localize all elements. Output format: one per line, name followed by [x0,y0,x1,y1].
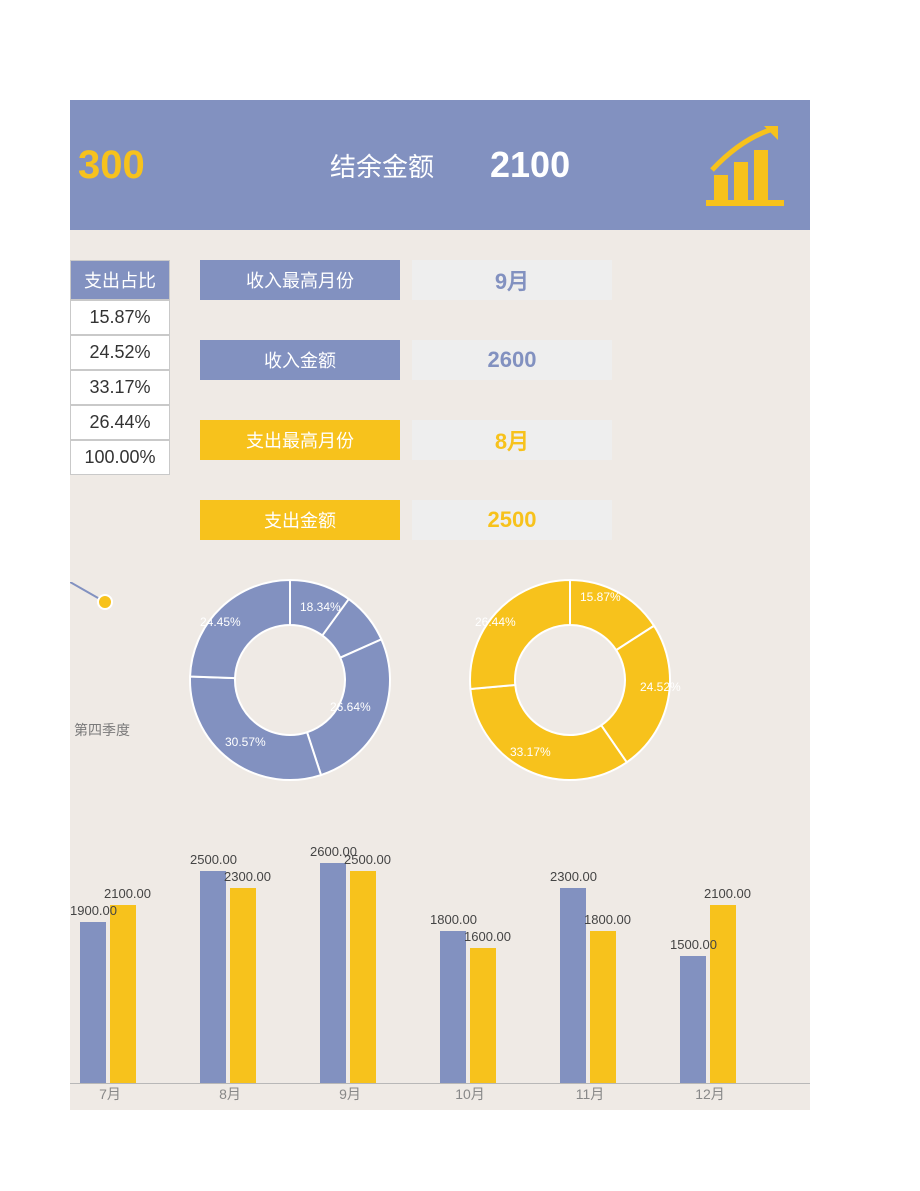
bar-series-b [230,888,256,1083]
bar-group [440,931,496,1083]
bar-series-b [110,905,136,1083]
bar-series-a [200,871,226,1083]
info-value: 9月 [412,260,612,300]
info-label: 收入金额 [200,340,400,380]
x-axis-label: 12月 [680,1084,740,1104]
table-row: 15.87% [70,300,170,335]
q4-label: 第四季度 [70,720,130,740]
donut-slice-label: 18.34% [300,600,341,614]
bar-series-a [440,931,466,1083]
table-row: 33.17% [70,370,170,405]
bar-series-b [590,931,616,1083]
bar-group [320,863,376,1083]
x-axis-label: 8月 [200,1084,260,1104]
bar-value-label: 1800.00 [584,912,631,927]
bar-group [80,905,136,1083]
bar-series-b [350,871,376,1083]
dashboard-canvas: 300 结余金额 2100 支出占比 15.87% 24.52% 33.17% … [70,100,810,1110]
donut-slice-label: 24.52% [640,680,681,694]
bar-value-label: 2500.00 [190,852,237,867]
info-row: 收入最高月份 9月 [200,260,612,300]
table-header: 支出占比 [70,260,170,300]
monthly-bar-chart: 1900.002100.002500.002300.002600.002500.… [70,810,810,1110]
x-axis-label: 10月 [440,1084,500,1104]
table-row: 100.00% [70,440,170,475]
bar-value-label: 2500.00 [344,852,391,867]
expense-donut: 15.87% 24.52% 33.17% 26.44% [450,560,690,800]
bar-plot-area: 1900.002100.002500.002300.002600.002500.… [70,834,810,1084]
bar-value-label: 2300.00 [550,869,597,884]
growth-chart-icon [700,120,790,215]
bar-value-label: 1500.00 [670,937,717,952]
balance-label: 结余金额 [330,147,434,184]
bar-value-label: 2100.00 [104,886,151,901]
bar-series-a [560,888,586,1083]
bar-group [200,871,256,1083]
bar-value-label: 1900.00 [70,903,117,918]
x-axis-label: 9月 [320,1084,380,1104]
info-label: 收入最高月份 [200,260,400,300]
bar-series-b [710,905,736,1083]
info-row: 支出金额 2500 [200,500,612,540]
donut-slice-label: 26.44% [475,615,516,629]
table-row: 24.52% [70,335,170,370]
bar-value-label: 1600.00 [464,929,511,944]
bar-value-label: 2300.00 [224,869,271,884]
donut-charts: 18.34% 26.64% 30.57% 24.45% 15.87% 24.52% 33.… [170,560,690,800]
donut-slice-label: 15.87% [580,590,621,604]
header-bar: 300 结余金额 2100 [70,100,810,230]
info-row: 支出最高月份 8月 [200,420,612,460]
donut-slice-label: 26.64% [330,700,371,714]
donut-slice-label: 33.17% [510,745,551,759]
income-donut: 18.34% 26.64% 30.57% 24.45% [170,560,410,800]
bar-series-b [470,948,496,1083]
table-row: 26.44% [70,405,170,440]
x-axis-label: 7月 [80,1084,140,1104]
info-value: 2500 [412,500,612,540]
balance-value: 2100 [490,144,570,186]
header-partial-number: 300 [70,143,145,188]
donut-slice-label: 30.57% [225,735,266,749]
bar-value-label: 1800.00 [430,912,477,927]
info-label: 支出金额 [200,500,400,540]
info-value: 2600 [412,340,612,380]
bar-series-a [680,956,706,1083]
bar-series-a [80,922,106,1083]
bar-group [680,905,736,1083]
info-row: 收入金额 2600 [200,340,612,380]
bar-series-a [320,863,346,1083]
info-label: 支出最高月份 [200,420,400,460]
x-axis-label: 11月 [560,1084,620,1104]
info-value: 8月 [412,420,612,460]
line-chart-fragment [70,582,130,627]
expense-percent-table: 支出占比 15.87% 24.52% 33.17% 26.44% 100.00% [70,260,170,475]
bar-value-label: 2100.00 [704,886,751,901]
donut-slice-label: 24.45% [200,615,241,629]
